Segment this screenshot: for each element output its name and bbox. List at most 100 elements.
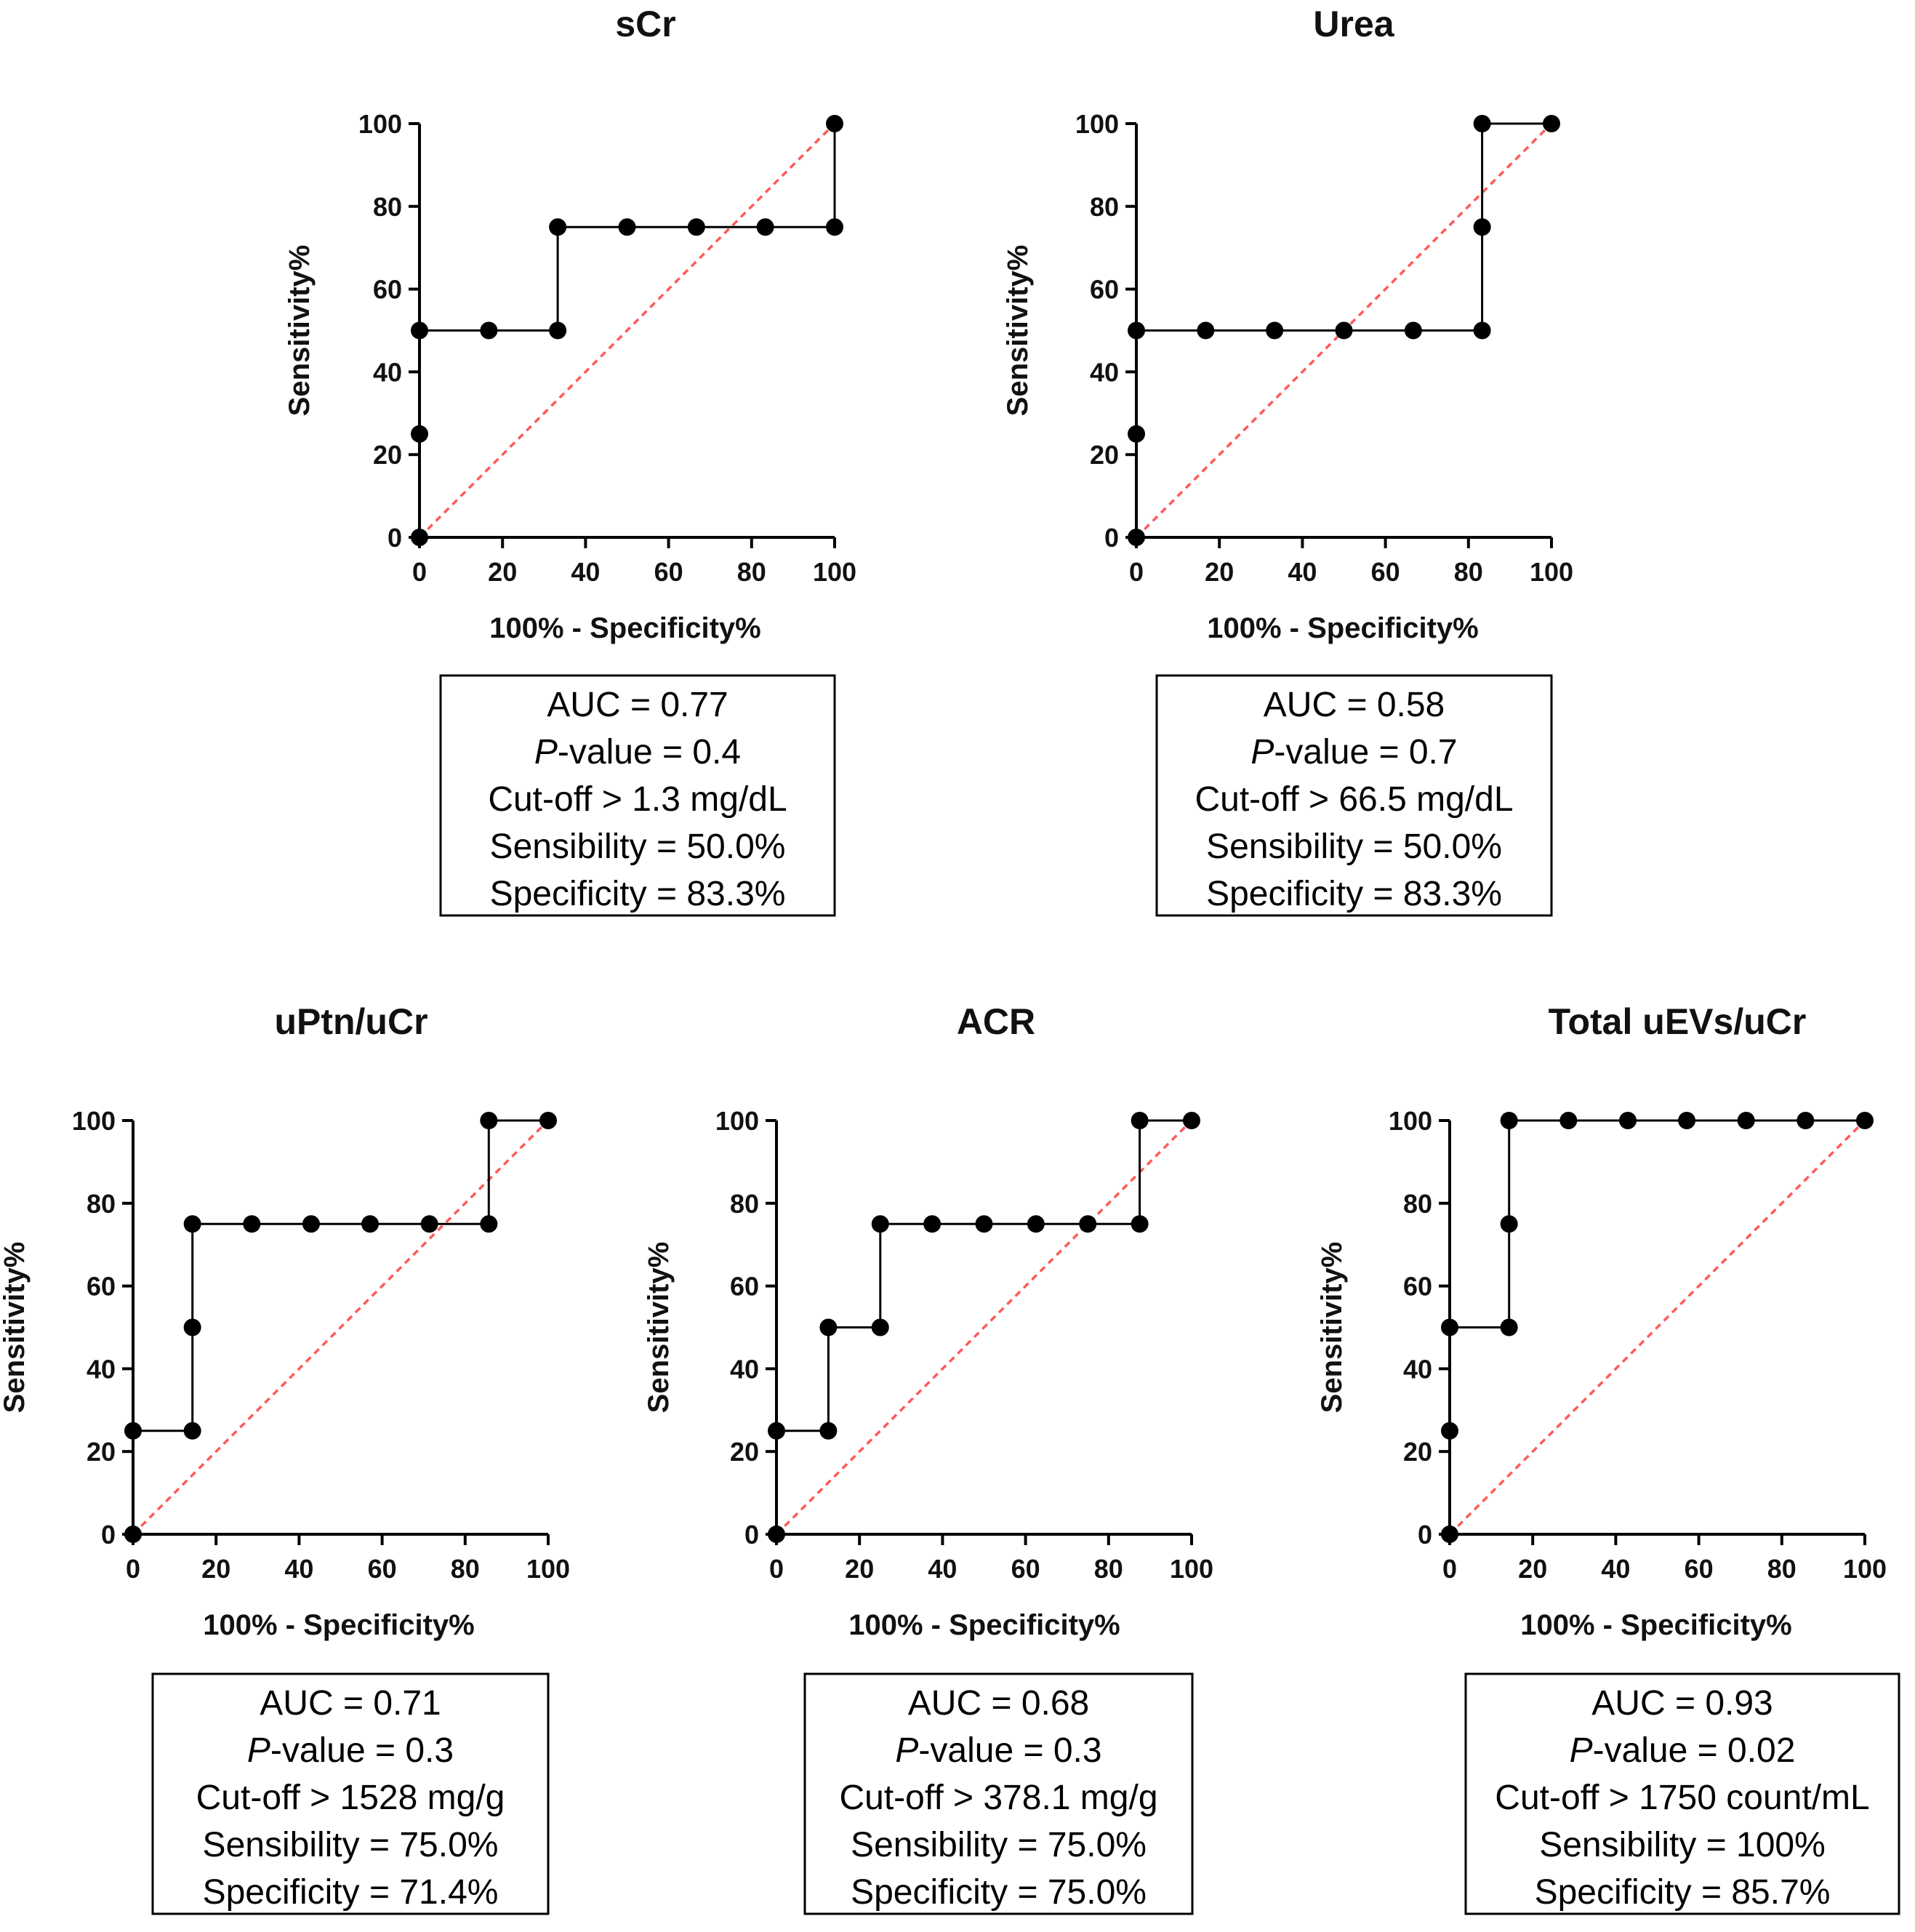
roc-point — [826, 218, 843, 236]
y-tick-label: 0 — [1104, 523, 1119, 553]
y-tick-label: 60 — [1403, 1272, 1432, 1302]
stats-box — [1155, 674, 1553, 917]
p-symbol: P — [1570, 1731, 1593, 1770]
roc-point — [302, 1215, 320, 1233]
roc-point — [819, 1422, 838, 1440]
x-tick-label: 100 — [526, 1554, 570, 1584]
roc-point — [549, 218, 567, 236]
x-tick-label: 0 — [126, 1554, 140, 1584]
y-tick-label: 20 — [1090, 440, 1119, 470]
roc-point — [1500, 1112, 1518, 1129]
y-tick-label: 20 — [87, 1437, 116, 1467]
x-tick-label: 20 — [1205, 557, 1234, 587]
y-tick-label: 40 — [373, 357, 402, 387]
roc-point — [361, 1215, 380, 1233]
roc-point — [480, 1112, 498, 1129]
panel-title: sCr — [615, 4, 675, 44]
roc-point — [1473, 218, 1491, 236]
roc-point — [1473, 115, 1491, 132]
roc-point — [871, 1215, 889, 1233]
x-axis-label: 100% - Specificity% — [203, 1609, 475, 1641]
x-tick-label: 100 — [1170, 1554, 1213, 1584]
x-tick-label: 60 — [1011, 1554, 1040, 1584]
roc-point — [1678, 1112, 1696, 1129]
roc-point — [480, 321, 498, 340]
y-tick-label: 20 — [373, 440, 402, 470]
x-tick-label: 100 — [813, 557, 856, 587]
roc-point — [1131, 1112, 1149, 1129]
x-tick-label: 40 — [571, 557, 600, 587]
y-tick-label: 0 — [388, 523, 402, 553]
y-tick-label: 80 — [87, 1189, 116, 1219]
roc-point — [411, 425, 428, 443]
panel-title: ACR — [957, 1001, 1035, 1042]
roc-panel-3: ACR 0 20 40 60 80 100 0 20 40 60 80 100 100% - Specif… — [643, 1001, 1213, 1915]
y-tick-label: 100 — [72, 1106, 116, 1136]
x-tick-label: 0 — [1129, 557, 1144, 587]
x-axis-label: 100% - Specificity% — [1207, 612, 1479, 644]
roc-point — [1079, 1215, 1097, 1233]
roc-point — [411, 321, 428, 340]
stat-line: Cut-off > 1750 count/mL — [1495, 1779, 1869, 1817]
roc-point — [1500, 1215, 1518, 1233]
p-symbol: P — [1250, 733, 1274, 771]
stat-line: P-value = 0.02 — [1570, 1731, 1796, 1770]
roc-point — [768, 1526, 785, 1543]
panel-title: Urea — [1313, 4, 1394, 44]
stat-line: Cut-off > 1.3 mg/dL — [488, 780, 787, 819]
p-value-text: -value = 0.7 — [1274, 733, 1457, 771]
y-tick-label: 20 — [1403, 1437, 1432, 1467]
roc-point — [1473, 321, 1491, 340]
x-axis-label: 100% - Specificity% — [1520, 1609, 1792, 1641]
x-tick-label: 0 — [412, 557, 427, 587]
x-tick-label: 20 — [488, 557, 517, 587]
p-value-text: -value = 0.3 — [270, 1731, 454, 1770]
roc-point — [1441, 1318, 1458, 1336]
roc-point — [687, 218, 705, 236]
stat-line: Cut-off > 66.5 mg/dL — [1195, 780, 1513, 819]
stat-line: P-value = 0.3 — [895, 1731, 1101, 1770]
roc-curve-line — [1448, 1119, 1865, 1534]
y-tick-label: 80 — [1090, 192, 1119, 222]
y-tick-label: 80 — [1403, 1189, 1432, 1219]
reference-line — [1448, 1119, 1866, 1536]
roc-point — [1796, 1112, 1815, 1129]
x-axis-label: 100% - Specificity% — [489, 612, 761, 644]
roc-point — [756, 218, 774, 236]
stat-line: AUC = 0.68 — [908, 1684, 1089, 1723]
stat-line: Sensibility = 100% — [1539, 1826, 1826, 1864]
stat-line: Specificity = 75.0% — [851, 1873, 1147, 1912]
roc-panel-2: uPtn/uCr 0 20 40 60 80 100 0 20 40 60 80 100 100% - S… — [0, 1001, 570, 1915]
p-symbol: P — [247, 1731, 270, 1770]
roc-point — [923, 1215, 942, 1233]
roc-point — [1183, 1112, 1200, 1129]
stat-line: Sensibility = 50.0% — [490, 827, 786, 866]
x-tick-label: 40 — [1601, 1554, 1630, 1584]
p-value-text: -value = 0.3 — [918, 1731, 1101, 1770]
roc-point — [1559, 1112, 1578, 1129]
reference-line — [775, 1119, 1193, 1536]
roc-point — [1404, 321, 1422, 340]
x-tick-label: 80 — [1454, 557, 1483, 587]
roc-point — [871, 1318, 889, 1336]
y-tick-label: 60 — [373, 275, 402, 305]
roc-panel-0: sCr 0 20 40 60 80 100 0 20 40 60 80 100 100% - Specif… — [284, 4, 856, 917]
stat-line: P-value = 0.7 — [1250, 733, 1457, 771]
p-value-text: -value = 0.02 — [1593, 1731, 1796, 1770]
stats-box — [151, 1672, 550, 1915]
stat-line: Specificity = 83.3% — [1206, 875, 1502, 913]
x-tick-label: 0 — [1442, 1554, 1457, 1584]
roc-curve-line — [132, 1119, 548, 1534]
reference-line — [132, 1119, 550, 1536]
roc-point — [1543, 115, 1560, 132]
stat-line: Cut-off > 378.1 mg/g — [839, 1779, 1157, 1817]
roc-point — [420, 1215, 438, 1233]
roc-point — [826, 115, 843, 132]
roc-point — [1266, 321, 1284, 340]
stat-line: Specificity = 83.3% — [490, 875, 786, 913]
stat-line: AUC = 0.58 — [1264, 686, 1445, 724]
roc-point — [549, 321, 567, 340]
roc-point — [1856, 1112, 1874, 1129]
stats-box — [1464, 1672, 1900, 1915]
